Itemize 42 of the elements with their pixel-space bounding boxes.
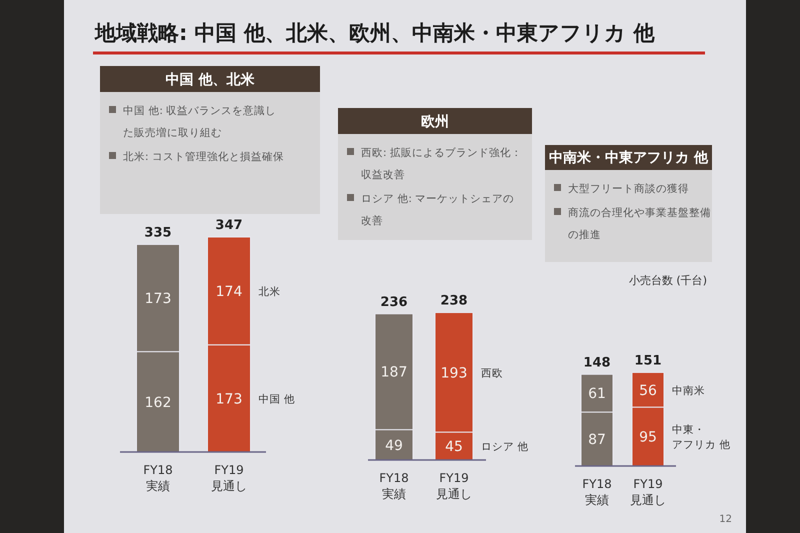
data-label: 56	[639, 382, 657, 399]
series-label: 中国 他	[258, 392, 295, 406]
data-label: 45	[445, 439, 463, 456]
total-label: 238	[440, 294, 468, 309]
text: ロシア 他: マーケットシェアの改善	[361, 193, 514, 227]
data-label: 173	[216, 391, 242, 408]
text: 中国 他: 収益バランスを意識した販売増に取り組む	[123, 104, 276, 139]
text: 西欧: 拡販によるブランド強化：収益改善	[361, 146, 522, 181]
series-label: 中東・アフリカ 他	[672, 423, 730, 452]
total-label: 347	[215, 218, 243, 233]
chart-title: 中南米・中東アフリカ 他	[549, 150, 709, 166]
total-label: 148	[583, 355, 611, 370]
x-tick-label: FY18 実績	[582, 477, 612, 507]
text: 地域戦略: 中国 他、北米、欧州、中南米・中東アフリカ 他	[94, 21, 656, 45]
data-label: 187	[380, 364, 408, 381]
y-axis-title: 小売台数 (千台)	[628, 274, 707, 287]
series-label: 北米	[258, 284, 280, 298]
series-label: 西欧	[481, 367, 503, 380]
x-tick-label: FY19 見通し	[630, 477, 666, 507]
text: 商流の合理化や事業基盤整備の推進	[568, 206, 711, 241]
text: 北米: コスト管理強化と損益確保	[123, 150, 284, 163]
chart-title: 中国 他、北米	[166, 72, 256, 88]
x-tick-label: FY19 見通し	[436, 471, 472, 501]
data-label: 173	[144, 291, 172, 308]
total-label: 236	[380, 294, 408, 310]
series-label: ロシア 他	[481, 441, 528, 454]
data-label: 193	[440, 365, 468, 382]
total-label: 335	[144, 225, 172, 240]
data-label: 162	[144, 394, 172, 411]
x-tick-label: FY18 実績	[143, 463, 173, 493]
data-label: 95	[639, 430, 657, 446]
data-label: 61	[588, 386, 606, 402]
text: 大型フリート商談の獲得	[568, 182, 689, 195]
data-label: 174	[216, 284, 242, 300]
data-label: 87	[588, 432, 606, 448]
text: 12	[719, 514, 732, 525]
data-label: 49	[385, 438, 403, 454]
series-label: 中南米	[672, 384, 705, 397]
chart-title: 欧州	[421, 114, 449, 130]
total-label: 151	[634, 353, 662, 368]
x-tick-label: FY18 実績	[379, 471, 409, 501]
x-tick-label: FY19 見通し	[211, 463, 247, 493]
